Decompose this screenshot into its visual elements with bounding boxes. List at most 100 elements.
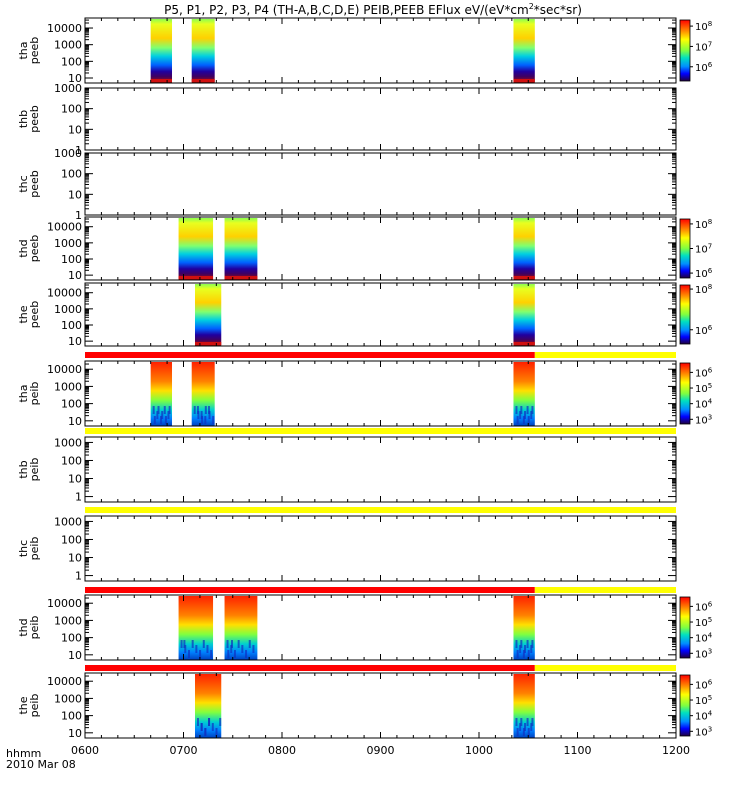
spectrogram-block [191, 19, 215, 83]
spectrogram-speckle [226, 640, 229, 648]
spectrogram-speckle [199, 650, 202, 658]
y-tick-label: 100 [61, 319, 82, 332]
spectrogram-speckle [522, 416, 525, 424]
spectrogram-speckle [196, 718, 199, 726]
y-tick-label: 100 [61, 632, 82, 645]
spectrogram-speckle [219, 718, 222, 726]
spectrogram-floor [513, 79, 535, 82]
spectrogram-speckle [515, 718, 518, 726]
y-tick-label: 10 [68, 72, 82, 85]
spectrogram-speckle [530, 411, 533, 419]
y-tick-label: 100 [61, 710, 82, 723]
panel-instrument-label: peib [28, 616, 41, 640]
spectrogram-speckle [252, 645, 255, 653]
spectrogram-block [513, 362, 535, 426]
spectrogram-speckle [153, 416, 156, 424]
spectrogram-floor [150, 79, 173, 82]
panel-instrument-label: peeb [28, 301, 41, 329]
spectrogram-speckle [527, 650, 530, 658]
colorbar-tick-label: 103 [695, 413, 712, 426]
spectrogram-speckle [245, 650, 248, 658]
panel-probe-label: thd [17, 618, 30, 636]
panel-frame [84, 436, 677, 503]
panel-instrument-label: peeb [28, 235, 41, 263]
y-tick-label: 1000 [54, 436, 82, 449]
panel-probe-label: thc [17, 175, 30, 192]
spectrogram-block [513, 284, 535, 346]
colorbar [679, 218, 691, 279]
y-tick-label: 1000 [54, 39, 82, 52]
spectrogram-speckle [519, 645, 522, 653]
mode-bar-segment [85, 665, 535, 671]
spectrogram-speckle [210, 650, 213, 658]
y-tick-label: 1 [75, 570, 82, 583]
spectrogram-speckle [156, 411, 159, 419]
spectrogram-speckle [524, 411, 527, 419]
colorbar-tick-label: 105 [695, 694, 712, 707]
colorbar-tick-label: 106 [695, 61, 713, 74]
spectrogram-speckle [202, 640, 205, 648]
y-tick-label: 10 [68, 123, 82, 136]
y-tick-label: 1000 [54, 82, 82, 95]
spectrogram-speckle [200, 723, 203, 731]
spectrogram-block [513, 19, 535, 83]
colorbar-tick-label: 104 [695, 398, 713, 411]
y-tick-label: 10000 [47, 221, 82, 234]
panel-frame [84, 282, 677, 347]
panel-frame [84, 360, 677, 427]
spectrogram-speckle [163, 406, 166, 414]
colorbar-tick-label: 106 [695, 366, 713, 379]
spectrogram-speckle [526, 718, 529, 726]
x-tick-label: 1200 [662, 744, 690, 757]
y-tick-label: 10000 [47, 597, 82, 610]
colorbar [679, 362, 691, 425]
spectrogram-speckle [227, 650, 230, 658]
colorbar-tick-label: 107 [695, 243, 712, 256]
spectrogram-block [513, 596, 535, 660]
y-tick-label: 10 [68, 335, 82, 348]
spectrogram-speckle [516, 650, 519, 658]
spectrogram-layer [150, 19, 535, 738]
spectrogram-speckle [519, 411, 522, 419]
spectrogram-speckle [524, 723, 527, 731]
spectrogram-block [224, 596, 258, 660]
colorbar-tick-label: 104 [695, 632, 713, 645]
x-tick-label: 0700 [170, 744, 198, 757]
spectrogram-block [191, 362, 215, 426]
spectrogram-speckle [208, 718, 211, 726]
panel-frame [84, 152, 677, 216]
panel-instrument-label: peib [28, 382, 41, 406]
panel-frame [84, 87, 677, 151]
y-tick-label: 1000 [54, 380, 82, 393]
spectrogram-speckle [516, 416, 519, 424]
y-tick-label: 1000 [54, 303, 82, 316]
mode-bar-segment [85, 507, 676, 513]
spectrogram-floor [191, 79, 215, 82]
colorbar-tick-label: 106 [695, 324, 713, 337]
colorbar-tick-label: 107 [695, 40, 712, 53]
x-date-label: 2010 Mar 08 [6, 758, 76, 771]
spectrogram-speckle [161, 411, 164, 419]
y-tick-label: 100 [61, 398, 82, 411]
spectrogram-speckle [191, 640, 194, 648]
spectrogram-speckle [520, 406, 523, 414]
spectrogram-speckle [522, 650, 525, 658]
y-tick-label: 100 [61, 533, 82, 546]
colorbar-tick-label: 108 [695, 20, 712, 33]
y-tick-label: 1 [75, 491, 82, 504]
y-tick-label: 100 [61, 253, 82, 266]
panel-frame [84, 672, 677, 739]
y-tick-label: 1 [75, 144, 82, 157]
panel-probe-label: tha [17, 384, 30, 402]
spectrogram-block [150, 362, 173, 426]
panel-probe-label: thd [17, 239, 30, 257]
spectrogram-speckle [241, 645, 244, 653]
spectrogram-speckle [206, 645, 209, 653]
spectrogram-speckle [520, 640, 523, 648]
spectrogram-floor [513, 276, 535, 279]
y-tick-label: 1000 [54, 147, 82, 160]
mode-bar-segment [85, 428, 676, 434]
y-tick-label: 10 [68, 552, 82, 565]
spectrogram-speckle [197, 411, 200, 419]
spectrogram-speckle [152, 406, 155, 414]
